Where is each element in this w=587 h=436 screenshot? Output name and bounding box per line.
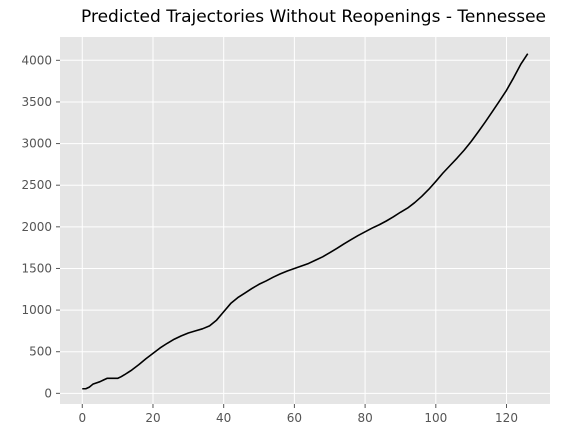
grid-lines — [60, 37, 550, 404]
axis-ticks: 0 20 40 60 80 100 120 0 500 1000 1500 2000 2500 3000 3… — [21, 53, 518, 425]
series-line — [82, 53, 529, 390]
x-tick-label: 0 — [78, 411, 86, 425]
y-tick-label: 500 — [29, 345, 52, 359]
y-tick-label: 4000 — [21, 53, 52, 67]
x-tick-label: 120 — [495, 411, 518, 425]
y-tick-label: 3000 — [21, 137, 52, 151]
x-tick-label: 40 — [216, 411, 231, 425]
x-tick-label: 100 — [424, 411, 447, 425]
series-layer — [82, 53, 529, 390]
y-tick-label: 3500 — [21, 95, 52, 109]
y-tick-label: 2000 — [21, 220, 52, 234]
y-tick-label: 1500 — [21, 261, 52, 275]
y-tick-label: 2500 — [21, 178, 52, 192]
x-tick-label: 20 — [145, 411, 160, 425]
y-tick-label: 0 — [44, 386, 52, 400]
chart-title: Predicted Trajectories Without Reopening… — [81, 7, 546, 27]
y-tick-label: 1000 — [21, 303, 52, 317]
x-tick-label: 60 — [287, 411, 302, 425]
plot-area — [60, 37, 550, 404]
x-tick-label: 80 — [357, 411, 372, 425]
